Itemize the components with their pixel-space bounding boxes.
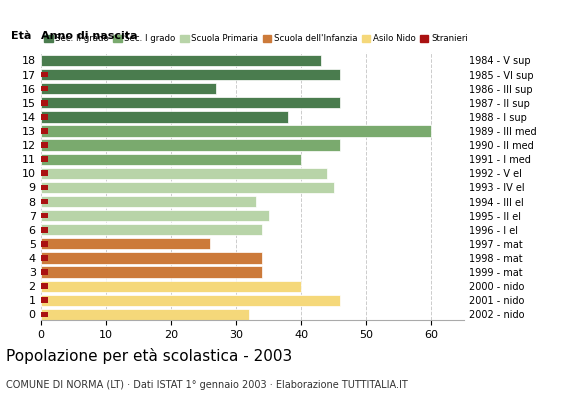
- Bar: [41, 283, 48, 289]
- Text: Anno di nascita: Anno di nascita: [41, 31, 137, 41]
- Text: COMUNE DI NORMA (LT) · Dati ISTAT 1° gennaio 2003 · Elaborazione TUTTITALIA.IT: COMUNE DI NORMA (LT) · Dati ISTAT 1° gen…: [6, 380, 408, 390]
- Bar: [41, 140, 340, 151]
- Bar: [41, 298, 48, 303]
- Bar: [41, 280, 301, 292]
- Bar: [41, 168, 327, 179]
- Bar: [41, 255, 48, 261]
- Bar: [41, 184, 48, 190]
- Bar: [41, 182, 333, 193]
- Bar: [41, 295, 340, 306]
- Bar: [41, 213, 48, 218]
- Bar: [41, 227, 48, 232]
- Bar: [41, 224, 262, 235]
- Bar: [41, 269, 48, 275]
- Bar: [41, 241, 48, 247]
- Bar: [41, 252, 262, 264]
- Bar: [41, 199, 48, 204]
- Bar: [41, 69, 340, 80]
- Bar: [41, 266, 262, 278]
- Bar: [41, 111, 288, 122]
- Bar: [41, 86, 48, 92]
- Text: Età: Età: [11, 31, 31, 41]
- Bar: [41, 125, 432, 137]
- Bar: [41, 100, 48, 106]
- Bar: [41, 210, 269, 221]
- Legend: Sec. II grado, Sec. I grado, Scuola Primaria, Scuola dell'Infanzia, Asilo Nido, : Sec. II grado, Sec. I grado, Scuola Prim…: [41, 31, 471, 47]
- Bar: [41, 128, 48, 134]
- Bar: [41, 170, 48, 176]
- Bar: [41, 154, 301, 165]
- Bar: [41, 312, 48, 317]
- Bar: [41, 309, 249, 320]
- Bar: [41, 114, 48, 120]
- Bar: [41, 55, 321, 66]
- Bar: [41, 196, 256, 207]
- Bar: [41, 156, 48, 162]
- Bar: [41, 142, 48, 148]
- Bar: [41, 83, 216, 94]
- Bar: [41, 97, 340, 108]
- Bar: [41, 238, 210, 250]
- Bar: [41, 72, 48, 77]
- Text: Popolazione per età scolastica - 2003: Popolazione per età scolastica - 2003: [6, 348, 292, 364]
